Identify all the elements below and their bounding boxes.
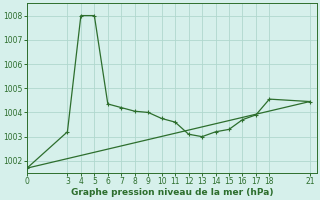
X-axis label: Graphe pression niveau de la mer (hPa): Graphe pression niveau de la mer (hPa) — [70, 188, 273, 197]
